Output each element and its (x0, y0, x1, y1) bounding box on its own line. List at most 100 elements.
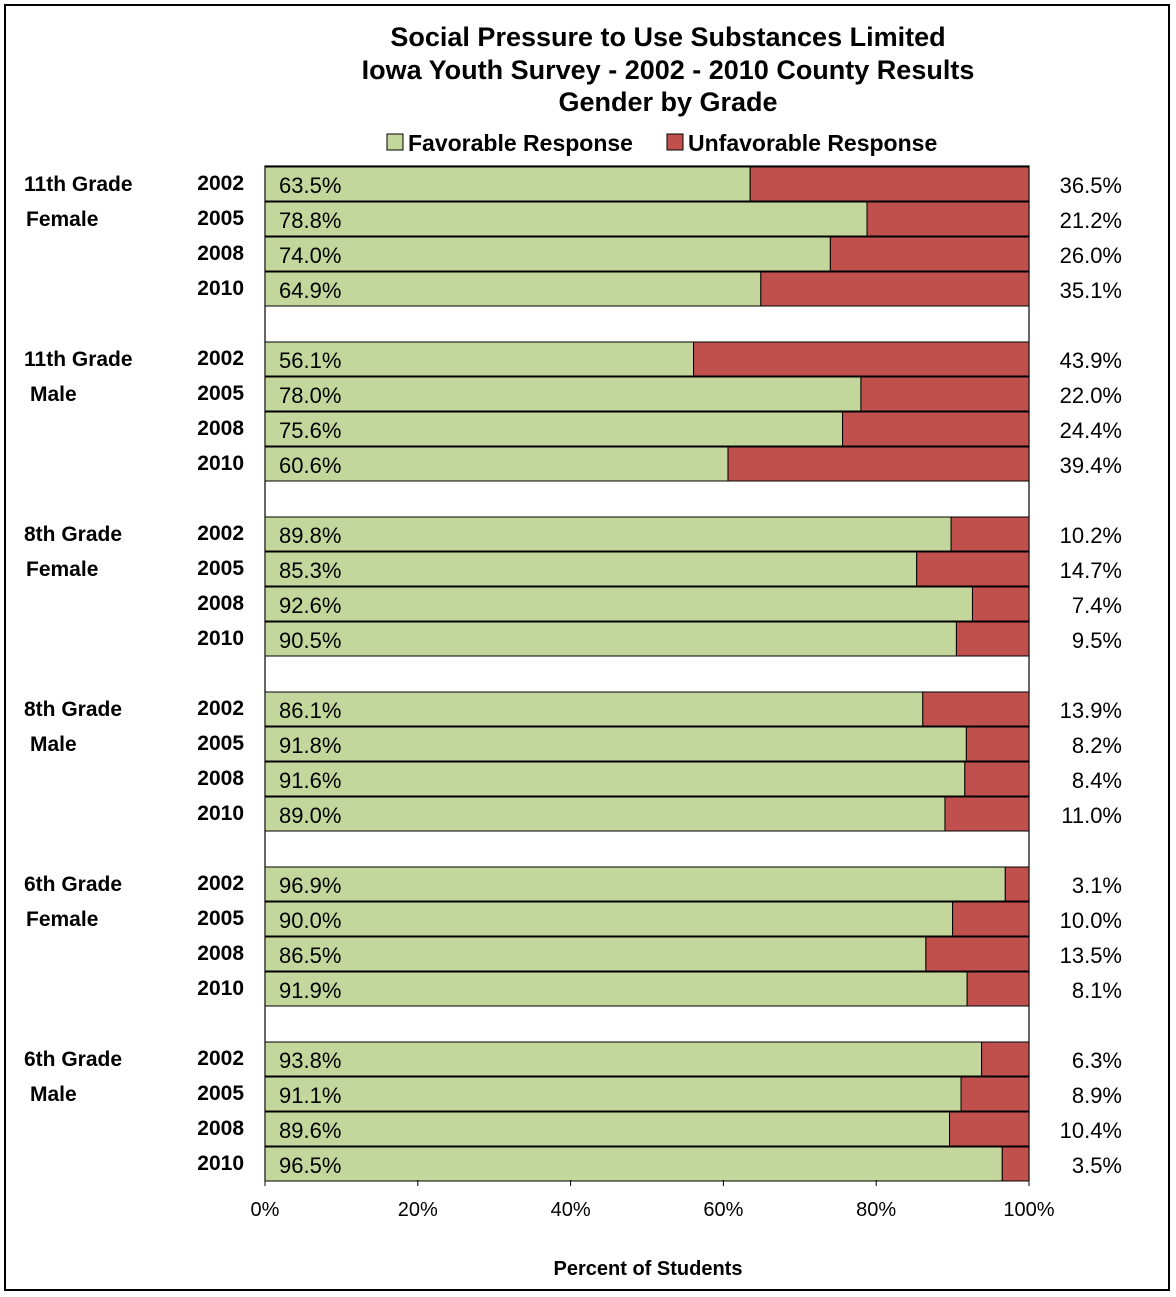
year-label: 2002 (197, 172, 244, 195)
group-sublabel: Male (30, 733, 77, 756)
year-label: 2010 (197, 627, 244, 650)
bar-favorable (264, 446, 729, 482)
bar-unfavorable (966, 971, 1030, 1007)
bar-unfavorable (1001, 1146, 1030, 1182)
group-label: 11th Grade (24, 173, 133, 196)
x-tick-label: 40% (551, 1199, 591, 1221)
year-label: 2005 (197, 1082, 244, 1105)
x-axis: 0% 20% 40% 60% 80% 100% (251, 1180, 1055, 1221)
bar-favorable (264, 936, 927, 972)
favorable-data-label: 74.0% (279, 243, 341, 268)
year-label: 2002 (197, 1047, 244, 1070)
unfavorable-data-label: 8.2% (1072, 733, 1122, 758)
bar-favorable (264, 971, 968, 1007)
bar-unfavorable (965, 726, 1030, 762)
favorable-data-label: 78.0% (279, 383, 341, 408)
group-label: 8th Grade (24, 523, 122, 546)
unfavorable-data-label: 7.4% (1072, 593, 1122, 618)
unfavorable-data-label: 43.9% (1060, 348, 1122, 373)
favorable-data-label: 93.8% (279, 1048, 341, 1073)
legend: Favorable Response Unfavorable Response (386, 130, 937, 156)
unfavorable-data-label: 13.5% (1060, 943, 1122, 968)
unfavorable-data-label: 10.2% (1060, 523, 1122, 548)
favorable-data-label: 63.5% (279, 173, 341, 198)
bar-favorable (264, 621, 957, 657)
bar-favorable (264, 586, 973, 622)
favorable-data-label: 86.1% (279, 698, 341, 723)
unfavorable-data-label: 8.1% (1072, 978, 1122, 1003)
bar-unfavorable (922, 691, 1030, 727)
bar-favorable (264, 901, 954, 937)
unfavorable-data-label: 6.3% (1072, 1048, 1122, 1073)
bar-favorable (264, 691, 924, 727)
unfavorable-data-label: 8.9% (1072, 1083, 1122, 1108)
legend-swatch-favorable (386, 133, 404, 151)
bar-favorable (264, 866, 1006, 902)
favorable-data-label: 85.3% (279, 558, 341, 583)
bar-favorable (264, 166, 751, 202)
favorable-data-label: 91.1% (279, 1083, 341, 1108)
bar-unfavorable (760, 271, 1030, 307)
bar-unfavorable (727, 446, 1030, 482)
bar-unfavorable (829, 236, 1030, 272)
bar-unfavorable (981, 1041, 1030, 1077)
x-tick-label: 100% (1003, 1199, 1054, 1221)
unfavorable-data-label: 3.1% (1072, 873, 1122, 898)
year-label: 2010 (197, 452, 244, 475)
year-label: 2008 (197, 242, 244, 265)
unfavorable-data-label: 22.0% (1060, 383, 1122, 408)
favorable-data-label: 60.6% (279, 453, 341, 478)
bar-favorable (264, 796, 946, 832)
bar-unfavorable (860, 376, 1030, 412)
plot-area: 11th Grade Female 2002 63.5% 36.5% 2005 78.8% 2… (24, 165, 1122, 1182)
favorable-data-label: 90.0% (279, 908, 341, 933)
chart-title-line-1: Social Pressure to Use Substances Limite… (390, 22, 945, 52)
bar-unfavorable (749, 166, 1030, 202)
bar-favorable (264, 726, 967, 762)
bar-favorable (264, 411, 844, 447)
unfavorable-data-label: 24.4% (1060, 418, 1122, 443)
bar-unfavorable (960, 1076, 1030, 1112)
bar-unfavorable (955, 621, 1030, 657)
favorable-data-label: 91.6% (279, 768, 341, 793)
year-label: 2008 (197, 417, 244, 440)
favorable-data-label: 96.5% (279, 1153, 341, 1178)
x-axis-title: Percent of Students (554, 1258, 743, 1280)
year-label: 2002 (197, 697, 244, 720)
favorable-data-label: 78.8% (279, 208, 341, 233)
unfavorable-data-label: 14.7% (1060, 558, 1122, 583)
chart-title: Social Pressure to Use Substances Limite… (362, 22, 975, 117)
unfavorable-data-label: 26.0% (1060, 243, 1122, 268)
bar-unfavorable (964, 761, 1030, 797)
unfavorable-data-label: 21.2% (1060, 208, 1122, 233)
favorable-data-label: 89.0% (279, 803, 341, 828)
bar-favorable (264, 271, 762, 307)
x-tick-label: 20% (398, 1199, 438, 1221)
favorable-data-label: 86.5% (279, 943, 341, 968)
legend-swatch-unfavorable (666, 133, 684, 151)
year-label: 2005 (197, 382, 244, 405)
bar-favorable (264, 1041, 983, 1077)
favorable-data-label: 96.9% (279, 873, 341, 898)
year-label: 2002 (197, 872, 244, 895)
chart-title-line-3: Gender by Grade (558, 87, 777, 117)
bar-favorable (264, 236, 831, 272)
year-label: 2010 (197, 977, 244, 1000)
favorable-data-label: 75.6% (279, 418, 341, 443)
bar-favorable (264, 1146, 1003, 1182)
year-label: 2010 (197, 802, 244, 825)
group-label: 6th Grade (24, 1048, 122, 1071)
legend-label-unfavorable: Unfavorable Response (688, 130, 937, 156)
favorable-data-label: 89.6% (279, 1118, 341, 1143)
favorable-data-label: 91.9% (279, 978, 341, 1003)
year-label: 2002 (197, 522, 244, 545)
plot-border (264, 165, 1030, 1181)
unfavorable-data-label: 36.5% (1060, 173, 1122, 198)
bar-favorable (264, 516, 952, 552)
favorable-data-label: 91.8% (279, 733, 341, 758)
year-label: 2008 (197, 942, 244, 965)
group-sublabel: Female (26, 558, 98, 581)
bar-favorable (264, 551, 918, 587)
year-label: 2008 (197, 767, 244, 790)
bar-favorable (264, 761, 966, 797)
